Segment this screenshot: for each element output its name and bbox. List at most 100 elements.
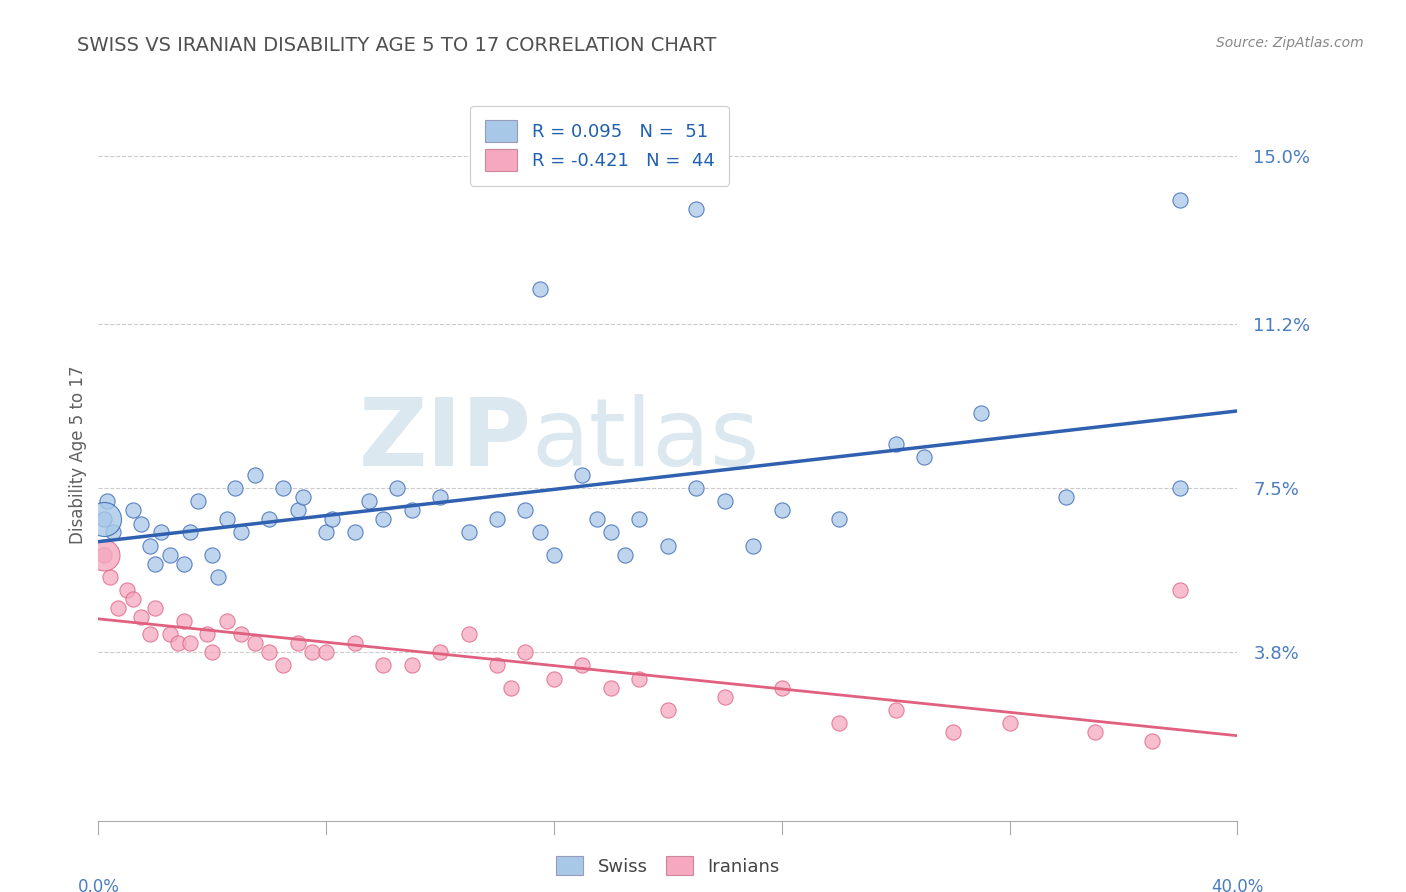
Point xyxy=(129,609,152,624)
Point xyxy=(429,490,451,504)
Point xyxy=(243,636,266,650)
Point xyxy=(93,548,115,562)
Point xyxy=(287,636,309,650)
Legend: Swiss, Iranians: Swiss, Iranians xyxy=(547,847,789,885)
Point xyxy=(273,481,295,495)
Point xyxy=(115,583,138,598)
Point xyxy=(529,282,551,296)
Point xyxy=(138,627,160,641)
Point xyxy=(259,512,281,526)
Point xyxy=(401,658,423,673)
Point xyxy=(107,600,129,615)
Point xyxy=(179,636,201,650)
Point xyxy=(585,512,607,526)
Point xyxy=(457,525,479,540)
Text: SWISS VS IRANIAN DISABILITY AGE 5 TO 17 CORRELATION CHART: SWISS VS IRANIAN DISABILITY AGE 5 TO 17 … xyxy=(77,36,717,54)
Point xyxy=(657,703,679,717)
Point xyxy=(515,645,537,659)
Point xyxy=(173,557,195,571)
Point xyxy=(201,548,224,562)
Point xyxy=(884,437,907,451)
Point xyxy=(121,503,143,517)
Point xyxy=(357,494,380,508)
Point xyxy=(150,525,173,540)
Point xyxy=(373,658,395,673)
Point xyxy=(195,627,218,641)
Point xyxy=(121,592,143,607)
Text: 0.0%: 0.0% xyxy=(77,879,120,892)
Point xyxy=(401,503,423,517)
Point xyxy=(215,512,238,526)
Point xyxy=(315,525,337,540)
Point xyxy=(179,525,201,540)
Point xyxy=(685,481,707,495)
Point xyxy=(628,512,651,526)
Point xyxy=(628,672,651,686)
Point xyxy=(828,716,851,731)
Text: ZIP: ZIP xyxy=(359,394,531,486)
Point xyxy=(1056,490,1078,504)
Point xyxy=(714,690,737,704)
Text: 40.0%: 40.0% xyxy=(1211,879,1264,892)
Point xyxy=(429,645,451,659)
Point xyxy=(486,658,509,673)
Point xyxy=(884,703,907,717)
Point xyxy=(571,467,593,482)
Point xyxy=(515,503,537,517)
Point xyxy=(501,681,523,695)
Y-axis label: Disability Age 5 to 17: Disability Age 5 to 17 xyxy=(69,366,87,544)
Point xyxy=(224,481,246,495)
Point xyxy=(387,481,409,495)
Point xyxy=(1170,583,1192,598)
Point xyxy=(243,467,266,482)
Point xyxy=(129,516,152,531)
Point xyxy=(259,645,281,659)
Point xyxy=(1084,725,1107,739)
Point xyxy=(273,658,295,673)
Point xyxy=(207,570,229,584)
Point xyxy=(138,539,160,553)
Point xyxy=(828,512,851,526)
Point xyxy=(301,645,323,659)
Point xyxy=(93,548,115,562)
Point xyxy=(998,716,1021,731)
Point xyxy=(571,658,593,673)
Point xyxy=(93,512,115,526)
Point xyxy=(287,503,309,517)
Point xyxy=(714,494,737,508)
Point xyxy=(600,681,623,695)
Point xyxy=(343,525,366,540)
Point xyxy=(201,645,224,659)
Point xyxy=(96,494,118,508)
Point xyxy=(343,636,366,650)
Point xyxy=(98,570,121,584)
Point xyxy=(742,539,765,553)
Point xyxy=(685,202,707,216)
Point xyxy=(486,512,509,526)
Point xyxy=(229,627,252,641)
Point xyxy=(159,548,181,562)
Point xyxy=(145,600,167,615)
Point xyxy=(770,503,793,517)
Point xyxy=(173,614,195,628)
Point xyxy=(657,539,679,553)
Point xyxy=(373,512,395,526)
Point xyxy=(770,681,793,695)
Point xyxy=(912,450,935,464)
Point xyxy=(229,525,252,540)
Point xyxy=(321,512,343,526)
Point xyxy=(159,627,181,641)
Point xyxy=(1170,193,1192,207)
Point xyxy=(93,512,115,526)
Point xyxy=(1170,481,1192,495)
Text: atlas: atlas xyxy=(531,394,759,486)
Point xyxy=(187,494,209,508)
Point xyxy=(970,406,993,420)
Point xyxy=(457,627,479,641)
Point xyxy=(529,525,551,540)
Point xyxy=(292,490,315,504)
Point xyxy=(942,725,965,739)
Point xyxy=(543,672,565,686)
Point xyxy=(543,548,565,562)
Point xyxy=(1140,734,1163,748)
